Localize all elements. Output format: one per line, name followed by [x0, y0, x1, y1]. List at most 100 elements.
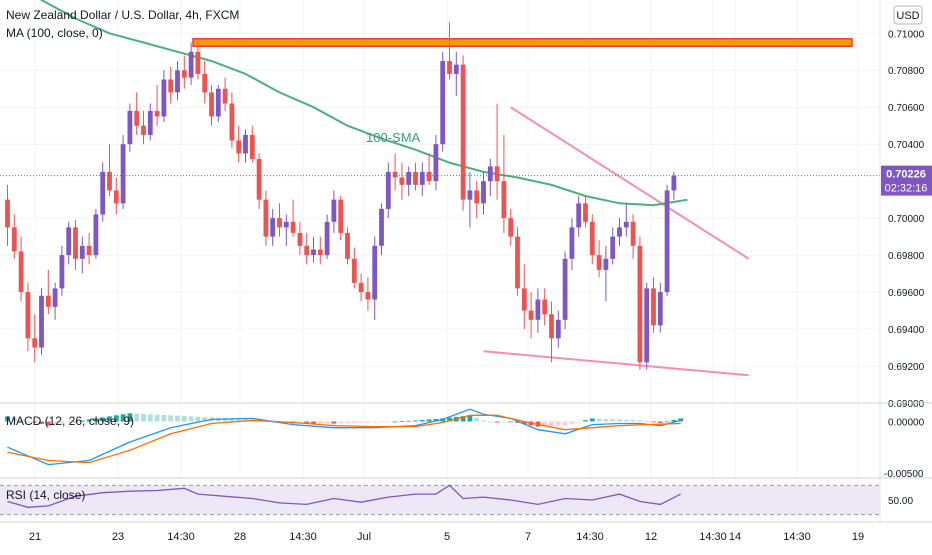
candle-body — [385, 171, 391, 209]
macd-bar — [596, 418, 602, 422]
macd-bar — [188, 416, 194, 422]
candle-body — [249, 134, 255, 159]
candle — [32, 314, 38, 363]
candle-body — [460, 64, 466, 200]
candle — [45, 269, 51, 315]
macd-bar — [637, 420, 643, 422]
candle-body — [399, 177, 405, 185]
candle — [127, 103, 133, 152]
macd-bar — [494, 421, 500, 423]
candle-body — [195, 51, 201, 74]
macd-bar — [154, 414, 160, 422]
candle — [358, 273, 364, 302]
candle-body — [168, 79, 174, 93]
candle-body — [188, 51, 194, 78]
candle — [304, 232, 310, 265]
candle-body — [433, 144, 439, 182]
candle — [508, 208, 514, 246]
candle — [18, 236, 24, 302]
macd-bar — [32, 421, 38, 423]
candle-body — [440, 61, 446, 145]
macd-bar — [664, 421, 670, 423]
candle-body — [644, 288, 650, 363]
rsi-band — [0, 485, 880, 515]
macd-bar — [39, 421, 44, 425]
candle — [467, 171, 473, 228]
macd-bar — [521, 421, 527, 425]
candle — [134, 92, 140, 135]
macd-bar — [236, 418, 242, 422]
macd-tick-negative: -0.00500 — [884, 469, 924, 480]
macd-bar — [351, 421, 357, 424]
candle — [447, 22, 452, 80]
macd-bar — [11, 417, 17, 422]
currency-button[interactable] — [893, 5, 923, 25]
vertical-grid — [34, 0, 859, 522]
macd-line — [7, 408, 681, 466]
macd-bar — [623, 419, 629, 422]
candle-body — [134, 110, 140, 126]
candle-body — [501, 181, 507, 219]
price-tag-countdown: 02:32:16 — [885, 183, 928, 195]
macd-bar — [331, 421, 337, 424]
macd-bar — [549, 421, 554, 427]
macd-bar — [134, 413, 140, 422]
macd-bar — [120, 414, 126, 422]
candle — [372, 236, 378, 320]
lower-trendline — [483, 350, 749, 377]
candle — [66, 221, 72, 265]
candle-body — [107, 171, 112, 191]
candle — [215, 85, 221, 123]
candle-body — [283, 221, 289, 228]
macd-bar — [100, 417, 106, 422]
macd-bar — [501, 421, 507, 423]
candle-body — [413, 171, 418, 185]
candle — [521, 264, 527, 330]
candle — [596, 240, 602, 278]
candle-body — [311, 249, 316, 256]
candle — [317, 236, 323, 265]
time-tick-label: Jul — [357, 531, 371, 543]
candle — [52, 282, 58, 320]
candle-body — [209, 92, 214, 117]
candle-body — [256, 158, 262, 200]
macd-bar — [379, 421, 384, 423]
macd-bar — [86, 419, 92, 422]
candle — [175, 61, 180, 100]
macd-bar — [93, 418, 99, 422]
macd-bar — [113, 415, 119, 422]
candle-body — [215, 88, 221, 117]
time-tick-label: 23 — [112, 531, 124, 543]
candle-body — [161, 79, 167, 117]
candle-body — [419, 171, 425, 185]
candle-body — [535, 299, 541, 320]
candle-body — [576, 203, 582, 228]
candle — [426, 153, 432, 185]
candle — [576, 195, 582, 237]
candle-body — [120, 144, 126, 204]
candle — [154, 85, 160, 126]
time-tick-label: 14:30 — [289, 531, 317, 543]
candle — [419, 162, 425, 196]
macd-bar — [671, 419, 677, 422]
candle — [324, 214, 330, 259]
macd-bar — [576, 421, 582, 423]
candle-body — [358, 282, 364, 293]
candle — [392, 153, 398, 191]
candle — [515, 227, 520, 296]
candle-body — [508, 218, 514, 237]
macd-bar — [617, 419, 622, 422]
price-tick-label: 0.69400 — [888, 325, 925, 336]
macd-bar — [161, 414, 167, 422]
macd-bar — [345, 421, 350, 424]
candle — [671, 171, 677, 200]
candle — [277, 203, 282, 237]
currency-label: USD — [896, 10, 919, 22]
macd-bar — [406, 420, 412, 422]
macd-bar — [487, 421, 493, 423]
macd-bar — [515, 421, 520, 423]
time-tick-label: 21 — [29, 531, 41, 543]
rsi-line — [7, 484, 681, 508]
